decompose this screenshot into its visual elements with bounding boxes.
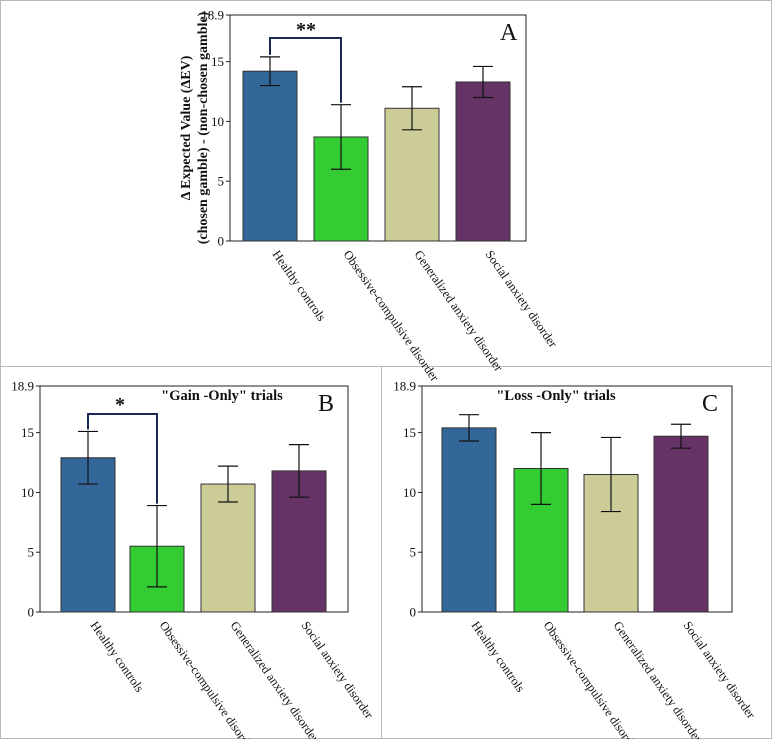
chart-title: "Gain -Only" trials [161, 388, 283, 404]
significance-marker: * [115, 394, 125, 416]
y-tick-label: 18.9 [201, 8, 224, 23]
y-tick-label: 15 [403, 425, 416, 440]
panel-letter: A [500, 20, 518, 46]
bar-1 [441, 427, 497, 613]
x-category-label: Healthy controls [469, 619, 528, 695]
y-tick-label: 0 [410, 605, 417, 620]
panel-c-frame [381, 366, 772, 739]
y-tick-label: 5 [28, 545, 35, 560]
bar-4 [455, 81, 511, 242]
y-tick-label: 10 [21, 485, 34, 500]
bar-3 [200, 483, 256, 613]
x-category-label: Social anxiety disorder [681, 619, 759, 722]
y-tick-label: 5 [410, 545, 417, 560]
plot-area-c [421, 385, 733, 613]
panel-letter: B [318, 391, 334, 417]
y-tick-label: 18.9 [11, 379, 34, 394]
x-category-label: Social anxiety disorder [483, 248, 561, 351]
bar-4 [653, 435, 709, 613]
chart-title: "Loss -Only" trials [496, 388, 616, 404]
plot-area-b [39, 385, 349, 613]
y-tick-label: 10 [403, 485, 416, 500]
significance-bracket [269, 37, 342, 103]
y-tick-label: 15 [211, 54, 224, 69]
y-tick-label: 5 [218, 174, 225, 189]
x-category-label: Healthy controls [270, 248, 329, 324]
y-axis-label-line1: Δ Expected Value (ΔEV) [179, 55, 194, 200]
significance-bracket [87, 413, 158, 504]
x-category-label: Healthy controls [88, 619, 147, 695]
y-tick-label: 18.9 [393, 379, 416, 394]
panel-letter: C [702, 391, 718, 417]
plot-area-a [229, 14, 527, 242]
y-tick-label: 10 [211, 114, 224, 129]
y-tick-label: 15 [21, 425, 34, 440]
bar-1 [242, 70, 298, 242]
x-category-label: Social anxiety disorder [299, 619, 377, 722]
y-tick-label: 0 [28, 605, 35, 620]
y-tick-label: 0 [218, 234, 225, 249]
significance-marker: ** [296, 19, 316, 41]
y-axis-label-line2: (chosen gamble) - (non-chosen gamble) [196, 11, 211, 244]
